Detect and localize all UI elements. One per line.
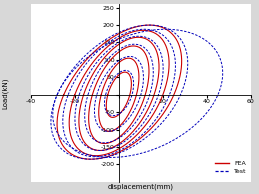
X-axis label: displacement(mm): displacement(mm): [108, 184, 174, 190]
Y-axis label: Load(kN): Load(kN): [2, 77, 9, 109]
Legend: FEA, Test: FEA, Test: [214, 159, 248, 175]
